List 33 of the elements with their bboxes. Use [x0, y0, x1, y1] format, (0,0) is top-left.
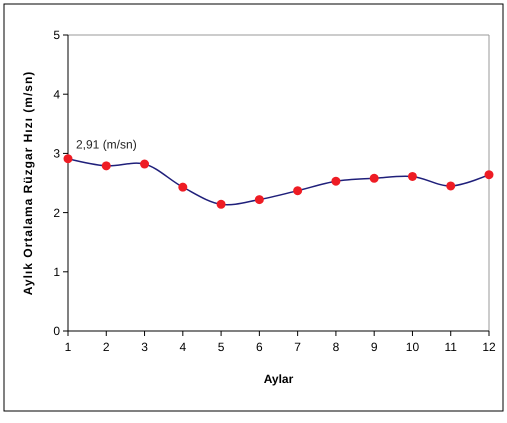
- x-tick-label: 7: [294, 340, 302, 354]
- x-axis-title: Aylar: [264, 372, 294, 386]
- point: [331, 176, 340, 186]
- x-tick-label: 6: [256, 340, 264, 354]
- y-tick-label: 5: [53, 28, 60, 42]
- x-tick-label: 10: [406, 340, 420, 354]
- point: [254, 195, 264, 204]
- point: [484, 170, 494, 180]
- point: [408, 172, 417, 181]
- point: [370, 174, 379, 183]
- point: [102, 161, 111, 170]
- x-tick-label: 3: [141, 340, 148, 354]
- annotation: 2,91 (m/sn): [76, 138, 137, 152]
- x-tick-label: 4: [179, 340, 186, 354]
- y-tick-label: 2: [53, 206, 60, 220]
- x-tick-label: 11: [444, 340, 458, 354]
- x-tick-label: 5: [218, 340, 225, 354]
- point: [446, 181, 456, 190]
- y-tick-label: 4: [53, 87, 60, 102]
- point: [216, 200, 226, 209]
- x-tick-label: 12: [482, 340, 496, 354]
- y-tick-label: 3: [53, 146, 60, 161]
- y-tick-label: 1: [53, 265, 60, 279]
- x-tick-label: 8: [332, 340, 340, 354]
- y-axis-title: Aylık Ortalama Rüzgar Hızı (m/sn): [21, 70, 35, 296]
- x-tick-label: 1: [64, 340, 72, 354]
- point: [140, 160, 150, 169]
- x-tick-label: 2: [102, 340, 110, 354]
- point: [178, 182, 188, 192]
- y-tick-label: 0: [53, 324, 60, 338]
- point: [293, 186, 302, 196]
- x-tick-label: 9: [370, 340, 378, 354]
- point: [64, 154, 72, 164]
